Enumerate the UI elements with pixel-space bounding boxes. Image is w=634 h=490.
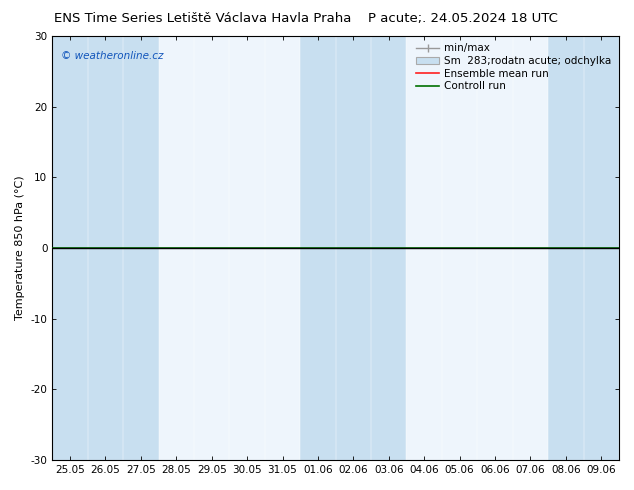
Bar xyxy=(548,36,583,460)
Bar xyxy=(583,36,619,460)
Text: P acute;. 24.05.2024 18 UTC: P acute;. 24.05.2024 18 UTC xyxy=(368,12,558,25)
Text: © weatheronline.cz: © weatheronline.cz xyxy=(61,51,164,61)
Bar xyxy=(87,36,123,460)
Bar xyxy=(123,36,158,460)
Bar xyxy=(52,36,87,460)
Bar xyxy=(301,36,335,460)
Text: ENS Time Series Letiště Václava Havla Praha: ENS Time Series Letiště Václava Havla Pr… xyxy=(54,12,352,25)
Bar xyxy=(335,36,371,460)
Legend: min/max, Sm  283;rodatn acute; odchylka, Ensemble mean run, Controll run: min/max, Sm 283;rodatn acute; odchylka, … xyxy=(414,41,614,93)
Y-axis label: Temperature 850 hPa (°C): Temperature 850 hPa (°C) xyxy=(15,176,25,320)
Bar xyxy=(371,36,406,460)
